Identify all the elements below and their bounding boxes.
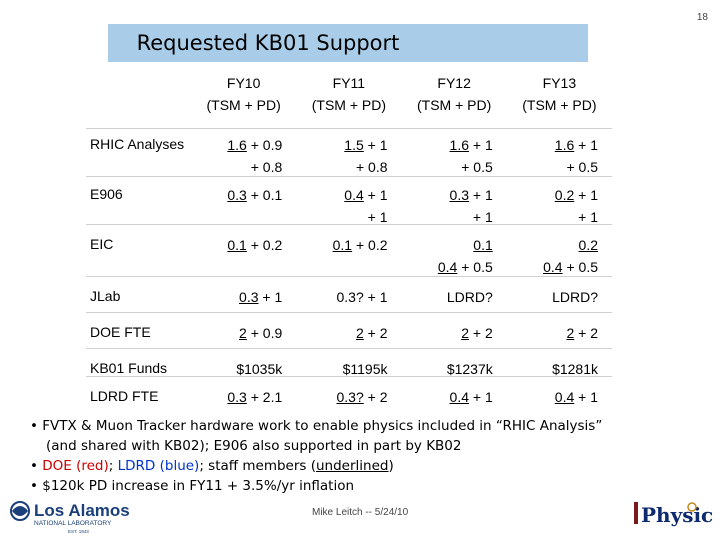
table-header-row: FY10 (TSM + PD) FY11 (TSM + PD) FY12 (TSM +… xyxy=(86,72,612,128)
table-cell: 2 + 0.9 xyxy=(239,325,283,341)
table-cell: 1.6 + 1 + 0.5 xyxy=(554,137,598,175)
table-row: DOE FTE 2 + 0.9 2 + 2 2 + 2 2 + 2 xyxy=(86,316,612,352)
table-cell: 0.3? + 1 xyxy=(336,289,388,305)
header-fy13: FY13 (TSM + PD) xyxy=(522,75,597,113)
header-fy11: FY11 (TSM + PD) xyxy=(311,75,387,113)
slide-number: 18 xyxy=(696,12,708,23)
title-banner: Requested KB01 Support xyxy=(108,24,588,62)
table-cell: 1.6 + 0.9 + 0.8 xyxy=(227,137,283,175)
table-cell: LDRD? xyxy=(552,289,598,305)
table-body: RHIC Analyses 1.6 + 0.9 + 0.8 1.5 + 1 + 0.8 1… xyxy=(86,128,612,410)
table-cell: 0.1 + 0.2 xyxy=(332,237,388,253)
bullet-2: • DOE (red); LDRD (blue); staff members … xyxy=(30,458,394,474)
table-cell: 0.4 + 1 + 1 xyxy=(344,187,388,225)
svg-text:NATIONAL LABORATORY: NATIONAL LABORATORY xyxy=(34,520,112,527)
table-row: JLab 0.3 + 1 0.3? + 1 LDRD? LDRD? xyxy=(86,280,612,316)
table-cell: 0.3? + 2 xyxy=(336,389,388,405)
table-row: RHIC Analyses 1.6 + 0.9 + 0.8 1.5 + 1 + 0.8 1… xyxy=(86,128,612,178)
table-cell: 1.5 + 1 + 0.8 xyxy=(344,137,388,175)
svg-text:EST. 1943: EST. 1943 xyxy=(68,529,89,534)
svg-text:Los Alamos: Los Alamos xyxy=(34,501,130,520)
physics-logo: Physics xyxy=(632,496,714,530)
los-alamos-logo: Los Alamos NATIONAL LABORATORY EST. 1943 xyxy=(10,501,130,534)
table-cell: 0.2 0.4 + 0.5 xyxy=(543,237,598,275)
table-cell: $1281k xyxy=(552,361,598,377)
table-cell: 2 + 2 xyxy=(355,325,388,341)
svg-text:Physics: Physics xyxy=(641,503,714,527)
header-fy12: FY12 (TSM + PD) xyxy=(416,75,492,113)
header-blank xyxy=(86,72,191,128)
table-cell: $1035k xyxy=(236,361,283,377)
row-label: LDRD FTE xyxy=(90,388,159,404)
table-row: E906 0.3 + 0.1 0.4 + 1 + 1 0.3 + 1 + 1 0.2 + 1… xyxy=(86,178,612,228)
table-cell: 1.6 + 1 + 0.5 xyxy=(449,137,493,175)
legend-ldrd: LDRD (blue) xyxy=(117,458,200,474)
table-cell: 0.3 + 0.1 xyxy=(227,187,283,203)
table-cell: 0.4 + 1 xyxy=(449,389,493,405)
legend-doe: DOE (red) xyxy=(42,458,109,474)
table-cell: 0.3 + 1 + 1 xyxy=(449,187,493,225)
table-cell: 0.4 + 1 xyxy=(554,389,598,405)
table-cell: LDRD? xyxy=(446,289,493,305)
table-cell: $1195k xyxy=(342,361,388,377)
table-cell: 0.2 + 1 + 1 xyxy=(554,187,598,225)
row-label: RHIC Analyses xyxy=(90,136,185,152)
table-row: KB01 Funds $1035k $1195k $1237k $1281k xyxy=(86,352,612,380)
table-cell: $1237k xyxy=(446,361,493,377)
table-cell: 2 + 2 xyxy=(566,325,598,341)
bullet-1: • FVTX & Muon Tracker hardware work to e… xyxy=(30,418,603,434)
row-label: EIC xyxy=(90,236,114,252)
bullet-list: • FVTX & Muon Tracker hardware work to e… xyxy=(30,416,700,496)
footer-text: Mike Leitch -- 5/24/10 xyxy=(312,507,409,518)
slide-title: Requested KB01 Support xyxy=(136,31,400,55)
row-label: DOE FTE xyxy=(90,324,151,340)
table-cell: 2 + 2 xyxy=(461,325,493,341)
bullet-3: • $120k PD increase in FY11 + 3.5%/yr in… xyxy=(30,478,355,494)
header-fy10: FY10 (TSM + PD) xyxy=(206,75,281,113)
row-label: JLab xyxy=(90,288,121,304)
table-row: LDRD FTE 0.3 + 2.1 0.3? + 2 0.4 + 1 0.4 + 1 xyxy=(86,380,612,410)
row-label: KB01 Funds xyxy=(90,360,168,376)
support-table: FY10 (TSM + PD) FY11 (TSM + PD) FY12 (TSM +… xyxy=(86,72,612,410)
table-cell: 0.1 0.4 + 0.5 xyxy=(437,237,493,275)
table-cell: 0.3 + 2.1 xyxy=(227,389,283,405)
table-cell: 0.1 + 0.2 xyxy=(227,237,283,253)
table-cell: 0.3 + 1 xyxy=(239,289,283,305)
row-label: E906 xyxy=(90,186,123,202)
table-row: EIC 0.1 + 0.2 0.1 + 0.2 0.1 0.4 + 0.5 0.2 0.4 … xyxy=(86,228,612,280)
bullet-1-cont: (and shared with KB02); E906 also suppor… xyxy=(46,438,462,454)
